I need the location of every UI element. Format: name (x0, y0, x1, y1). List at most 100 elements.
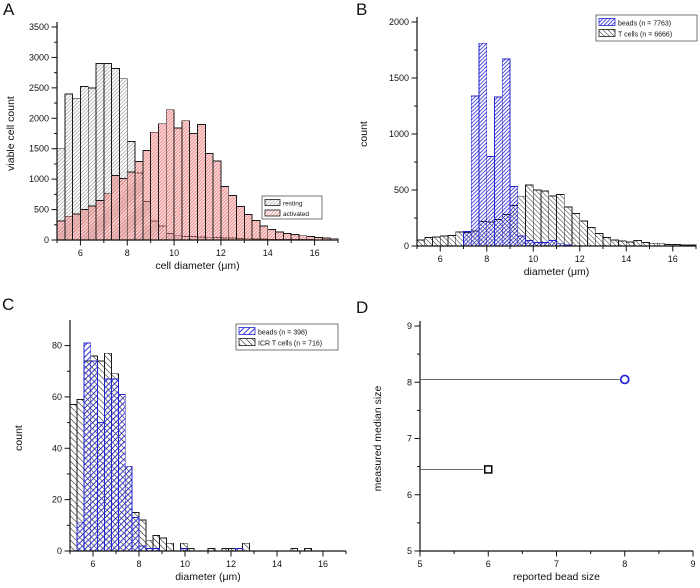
y-tick-label: 20 (52, 495, 62, 505)
histogram-bar (509, 186, 519, 247)
y-tick-label: 5 (407, 546, 412, 556)
histogram-bar (90, 360, 99, 552)
y-tick-label: 500 (34, 205, 49, 215)
histogram-bar (267, 229, 277, 241)
y-tick-label: 2500 (29, 83, 49, 93)
histogram-bar (571, 213, 581, 247)
histogram-bar (602, 237, 612, 247)
histogram-bar (259, 225, 269, 241)
y-tick-label: 2000 (389, 17, 409, 27)
y-tick-label: 6 (407, 490, 412, 500)
histogram-bar (556, 194, 565, 247)
legend-swatch (238, 327, 256, 335)
legend-label: ICR T cells (n = 716) (258, 341, 322, 348)
panel-label-b: B (356, 0, 368, 19)
x-tick-label: 6 (90, 559, 95, 569)
histogram-bar (242, 542, 250, 552)
histogram-bar (548, 195, 557, 247)
histogram-bar (517, 235, 526, 247)
histogram-bar (220, 185, 230, 241)
legend-label: activated (283, 211, 309, 218)
histogram-bar (158, 123, 167, 241)
y-tick-label: 2000 (29, 113, 49, 123)
histogram-bar (117, 393, 126, 552)
x-tick-label: 14 (263, 248, 273, 258)
histogram-bar (111, 175, 120, 241)
histogram-bar (563, 206, 573, 247)
y-tick-label: 40 (52, 443, 62, 453)
histogram-bar (416, 239, 426, 247)
histogram-bar (610, 239, 619, 247)
bars-series-0 (416, 184, 697, 247)
bars-series-1 (56, 109, 339, 241)
histogram-bar (118, 178, 128, 241)
histogram-bar (228, 195, 237, 241)
histogram-bar (181, 120, 191, 241)
legend-label: beads (n = 398) (258, 330, 307, 337)
x-tick-label: 12 (216, 248, 226, 258)
panel-label-a: A (3, 0, 15, 19)
histogram-bar (540, 190, 550, 247)
histogram-bar (76, 522, 85, 552)
axes: 6 8 10 12 14 16 0 20 40 60 80 diameter (μm) count (13, 320, 347, 583)
x-tick-label: 6 (78, 248, 83, 258)
x-tick-label: 12 (226, 559, 236, 569)
histogram-bar (56, 220, 66, 241)
y-tick-label: 0 (57, 546, 62, 556)
histogram-bar (251, 220, 261, 241)
legend-swatch (238, 338, 256, 346)
legend-label: resting (283, 201, 303, 208)
y-tick-label: 8 (407, 377, 412, 387)
y-axis-label: count (13, 425, 25, 451)
x-tick-label: 8 (622, 559, 627, 569)
histogram-bar (486, 155, 495, 247)
histogram-bar (525, 239, 534, 247)
x-axis-label: cell diameter (μm) (155, 260, 239, 272)
histogram-bar (189, 133, 198, 241)
histogram-bar (579, 220, 588, 247)
legend-label: beads (n = 7763) (618, 21, 671, 28)
legend: beads (n = 7763) T cells (n = 6666) (595, 14, 698, 42)
histogram-bar (131, 517, 140, 552)
legend: resting activated (261, 195, 323, 220)
scatter-points (420, 374, 630, 474)
histogram-bar (72, 213, 81, 241)
panel-c-histogram: 6 8 10 12 14 16 0 20 40 60 80 diameter (μm) count bea… (13, 320, 347, 583)
histogram-bar (501, 58, 511, 247)
histogram-bar (142, 150, 152, 241)
histogram-bar (87, 205, 97, 241)
x-tick-label: 16 (318, 559, 328, 569)
x-tick-label: 6 (486, 559, 491, 569)
histogram-bar (197, 123, 206, 241)
y-tick-label: 80 (52, 341, 62, 351)
panel-b-histogram: 6 8 10 12 14 16 0 500 1000 1500 2000 diameter (μm) c… (358, 14, 698, 278)
histogram-bar (165, 109, 175, 241)
legend-label: T cells (n = 6666) (618, 32, 672, 39)
histogram-bar (463, 230, 472, 247)
histogram-bar (282, 232, 292, 241)
x-tick-label: 8 (484, 254, 489, 264)
histogram-bar (243, 213, 253, 241)
x-axis-label: diameter (μm) (524, 266, 590, 278)
x-tick-label: 5 (417, 559, 422, 569)
histogram-bar (138, 545, 147, 552)
histogram-bar (97, 422, 105, 552)
histogram-bar (69, 404, 78, 552)
histogram-bar (236, 206, 245, 241)
histogram-bar (439, 235, 449, 247)
histogram-bar (83, 342, 92, 552)
x-tick-label: 6 (438, 254, 443, 264)
histogram-bar (104, 378, 112, 552)
histogram-bar (298, 235, 308, 241)
y-tick-label: 3000 (29, 52, 49, 62)
histogram-bar (633, 239, 643, 247)
histogram-bar (103, 193, 113, 241)
histogram-bar (424, 237, 433, 247)
histogram-bar (455, 231, 464, 247)
histogram-bar (95, 199, 105, 241)
histogram-bar (150, 131, 159, 241)
y-tick-label: 0 (404, 241, 409, 251)
y-tick-label: 3500 (29, 22, 49, 32)
data-point-square (484, 465, 493, 474)
panel-label-d: D (356, 298, 369, 317)
